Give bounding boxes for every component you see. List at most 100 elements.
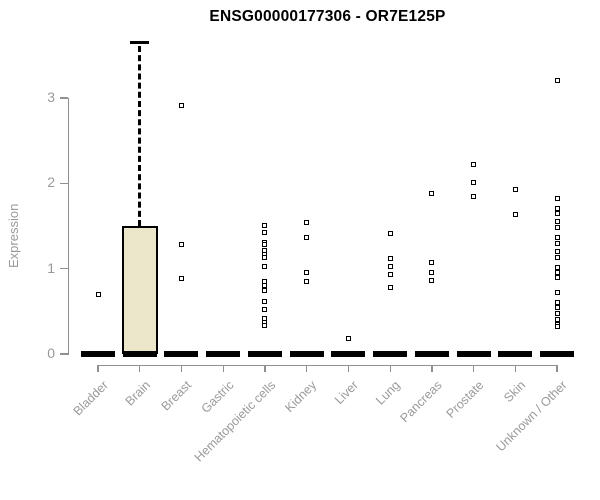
data-point: [554, 219, 560, 225]
data-point: [178, 242, 184, 248]
median-bar: [81, 351, 115, 357]
y-tick: [60, 268, 68, 270]
data-point: [429, 270, 435, 276]
data-point: [554, 300, 560, 306]
x-tick: [556, 365, 558, 372]
y-tick-label: 0: [47, 345, 55, 361]
data-point: [262, 299, 268, 305]
x-tick: [222, 365, 224, 372]
data-point: [554, 205, 560, 211]
data-point: [387, 255, 393, 261]
median-bar: [331, 351, 366, 357]
whisker-cap: [130, 41, 150, 45]
data-point: [387, 284, 393, 290]
median-bar: [247, 351, 282, 357]
x-tick-label: Breast: [158, 378, 195, 414]
x-tick-label: Brain: [122, 378, 153, 409]
data-point: [471, 162, 477, 168]
x-axis-line: [97, 365, 558, 367]
x-tick-label: Liver: [332, 378, 362, 408]
data-point: [429, 260, 435, 266]
median-bar: [122, 351, 157, 357]
y-tick: [60, 182, 68, 185]
data-point: [262, 255, 268, 261]
x-tick: [514, 365, 516, 372]
x-tick-label: Prostate: [443, 378, 487, 421]
y-tick: [60, 353, 68, 355]
x-tick-label: Kidney: [282, 378, 320, 415]
whisker: [138, 45, 142, 226]
x-tick: [431, 365, 433, 372]
data-point: [554, 78, 560, 84]
data-point: [262, 222, 268, 228]
data-point: [178, 276, 184, 282]
x-tick: [306, 365, 308, 372]
x-tick-label: Skin: [501, 378, 529, 406]
data-point: [262, 283, 268, 289]
data-point: [304, 234, 310, 240]
data-point: [262, 264, 268, 270]
x-tick: [347, 365, 350, 372]
median-bar: [289, 351, 324, 357]
x-tick-label: Hematopoietic cells: [191, 378, 278, 465]
x-tick-label: Gastric: [198, 378, 237, 416]
data-point: [178, 103, 184, 109]
data-point: [262, 242, 268, 248]
data-point: [554, 196, 560, 202]
data-point: [554, 274, 560, 280]
median-bar: [540, 351, 575, 357]
data-point: [345, 336, 351, 342]
x-tick: [139, 365, 141, 372]
y-axis-line: [68, 98, 70, 355]
data-point: [262, 307, 268, 313]
x-tick: [264, 365, 266, 372]
data-point: [554, 249, 560, 255]
x-tick-label: Pancreas: [397, 378, 445, 426]
x-tick-label: Lung: [373, 378, 404, 408]
median-bar: [164, 351, 199, 357]
data-point: [554, 265, 560, 271]
data-point: [387, 231, 393, 237]
data-point: [554, 210, 560, 216]
data-point: [554, 240, 560, 246]
chart-title: ENSG00000177306 - OR7E125P: [209, 8, 446, 25]
y-tick: [60, 97, 68, 99]
median-bar: [498, 351, 533, 357]
data-point: [554, 255, 560, 261]
data-point: [387, 264, 393, 270]
box: [121, 226, 158, 354]
data-point: [512, 211, 518, 217]
data-point: [387, 272, 393, 278]
y-axis-label: Expression: [6, 203, 21, 268]
data-point: [554, 324, 560, 330]
data-point: [554, 290, 560, 296]
y-tick-label: 1: [47, 259, 55, 276]
data-point: [512, 186, 518, 192]
median-bar: [414, 351, 449, 357]
x-tick: [472, 365, 475, 372]
median-bar: [206, 351, 241, 357]
data-point: [554, 234, 560, 240]
data-point: [554, 305, 560, 311]
median-bar: [373, 351, 408, 357]
x-tick: [97, 365, 99, 372]
data-point: [429, 191, 435, 197]
x-tick: [389, 365, 391, 372]
data-point: [554, 316, 560, 322]
y-tick-label: 3: [47, 89, 55, 105]
data-point: [554, 225, 560, 231]
data-point: [304, 278, 310, 284]
data-point: [304, 269, 310, 275]
median-bar: [456, 351, 491, 357]
data-point: [304, 220, 310, 226]
x-tick: [180, 365, 183, 372]
data-point: [554, 311, 560, 317]
data-point: [471, 179, 477, 185]
data-point: [429, 278, 435, 284]
y-tick-label: 2: [47, 174, 55, 191]
data-point: [471, 193, 477, 199]
x-tick-label: Bladder: [70, 378, 111, 419]
data-point: [262, 288, 268, 294]
data-point: [262, 230, 268, 236]
